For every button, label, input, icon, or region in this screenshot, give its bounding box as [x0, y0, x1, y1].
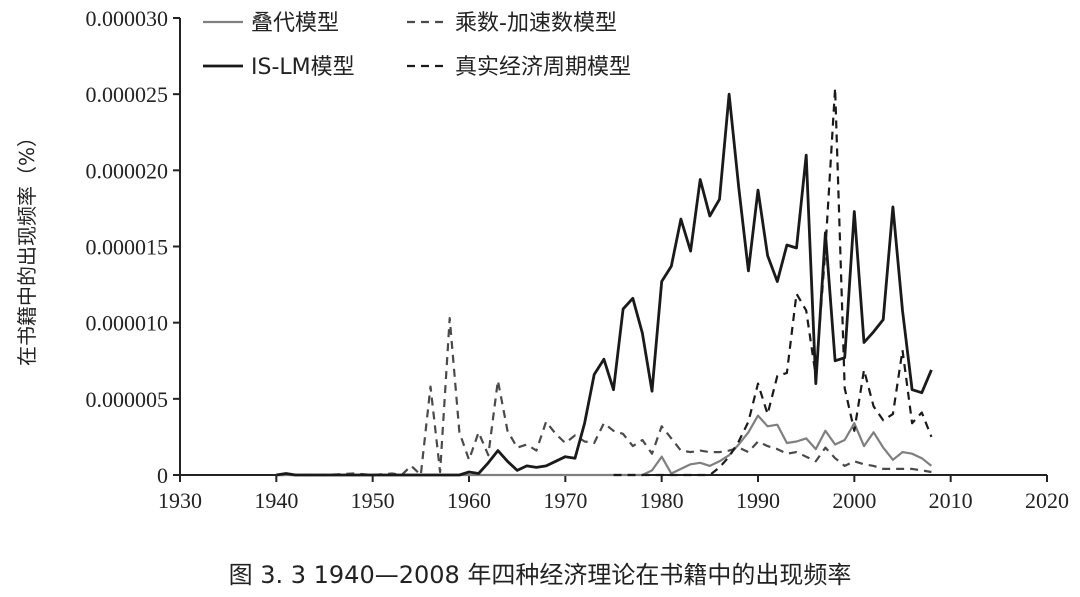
y-tick-label: 0.000030	[86, 6, 169, 31]
legend-label: 叠代模型	[251, 11, 339, 36]
series-lines	[276, 86, 933, 477]
x-tick-label: 2020	[1025, 488, 1069, 513]
legend-label: IS-LM模型	[251, 55, 355, 80]
x-tick-label: 1940	[254, 488, 298, 513]
x-tick-label: 1930	[158, 488, 202, 513]
y-axis-label: 在书籍中的出现频率（%）	[15, 127, 39, 366]
x-tick-label: 2010	[929, 488, 973, 513]
series-line-4	[613, 86, 933, 477]
figure-caption: 图 3. 3 1940—2008 年四种经济理论在书籍中的出现频率	[228, 561, 852, 589]
y-tick-label: 0.000025	[86, 82, 169, 107]
legend-label: 真实经济周期模型	[455, 55, 631, 80]
legend: 叠代模型 乘数-加速数模型 IS-LM模型 真实经济周期模型	[203, 11, 631, 80]
legend-label: 乘数-加速数模型	[455, 11, 617, 36]
x-tick-label: 2000	[832, 488, 876, 513]
series-line-2	[276, 92, 933, 477]
series-line-3	[276, 317, 932, 477]
y-tick-label: 0.000015	[86, 235, 169, 260]
x-tick-label: 1990	[736, 488, 780, 513]
axes: 1930 1940 1950 1960 1970 1980 1990 2000 2010 2020…	[86, 6, 1070, 513]
series-line-1	[276, 414, 933, 477]
x-tick-label: 1970	[543, 488, 587, 513]
x-tick-label: 1980	[640, 488, 684, 513]
y-tick-label: 0	[157, 463, 168, 488]
x-tick-label: 1950	[351, 488, 395, 513]
y-tick-label: 0.000020	[86, 158, 169, 183]
y-tick-label: 0.000010	[86, 311, 169, 336]
y-axis-label-group: 在书籍中的出现频率（%）	[15, 127, 39, 366]
x-tick-label: 1960	[447, 488, 491, 513]
y-tick-label: 0.000005	[86, 387, 169, 412]
